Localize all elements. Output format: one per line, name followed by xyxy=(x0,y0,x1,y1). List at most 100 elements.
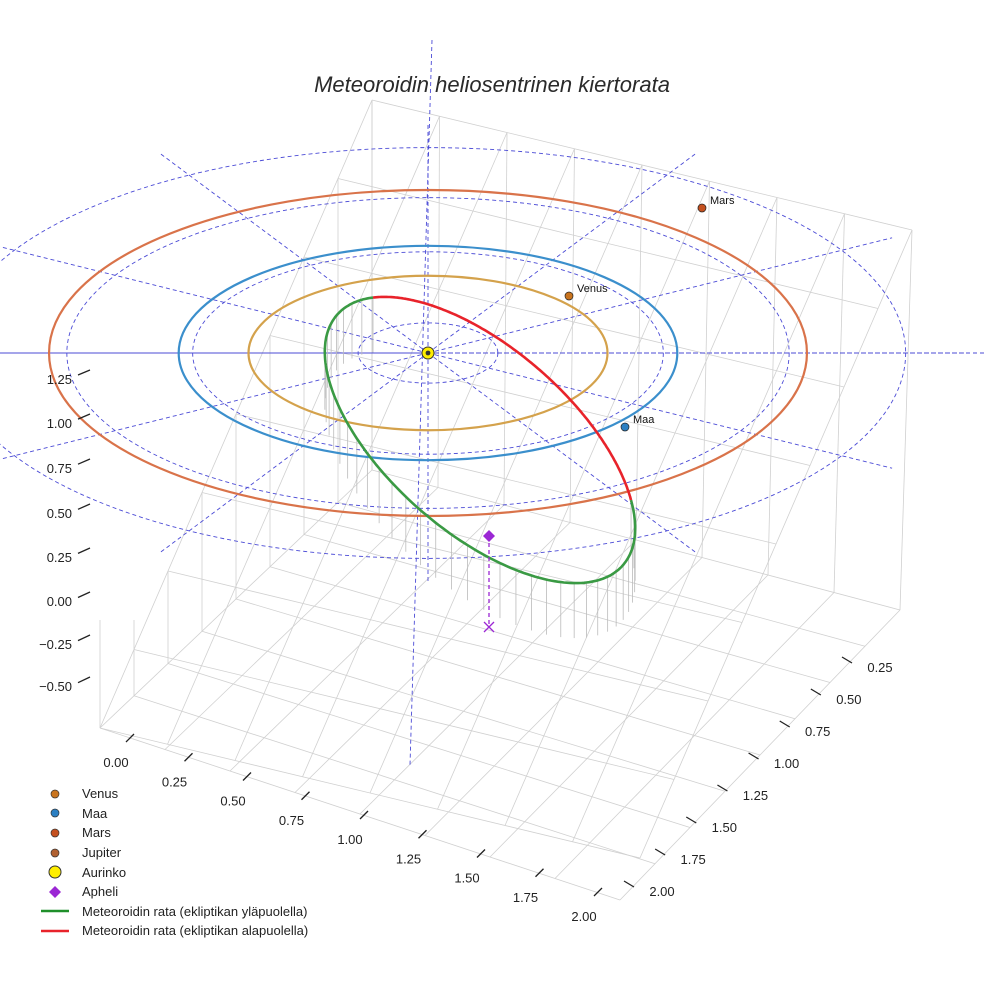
x-tick-label: 1.25 xyxy=(396,851,421,866)
legend-label: Maa xyxy=(82,805,108,821)
legend-symbol-dot xyxy=(34,786,76,802)
apheli-marker xyxy=(483,530,495,542)
meteoroid-orbit-below xyxy=(372,295,633,501)
y-tick-label: 0.25 xyxy=(867,660,892,675)
legend-symbol-dot xyxy=(34,805,76,821)
legend-label: Meteoroidin rata (ekliptikan yläpuolella… xyxy=(82,903,308,919)
x-tick-mark xyxy=(184,752,193,762)
legend-label: Jupiter xyxy=(82,845,122,861)
y-tick-label: 2.00 xyxy=(649,884,674,899)
z-tick-label: 0.00 xyxy=(47,594,72,609)
polar-spoke xyxy=(0,352,429,460)
legend-item: Jupiter xyxy=(34,843,308,863)
grid-line xyxy=(899,229,913,611)
x-tick-label: 1.50 xyxy=(454,871,479,886)
x-tick-label: 0.50 xyxy=(220,794,245,809)
polar-ring xyxy=(0,147,907,559)
grid-line xyxy=(554,592,835,879)
x-tick-label: 2.00 xyxy=(571,909,596,924)
grid-line xyxy=(167,570,709,702)
drop-lines-layer xyxy=(324,297,636,639)
grid-line xyxy=(437,116,440,488)
z-tick-mark xyxy=(77,591,91,599)
z-tick-label: 1.00 xyxy=(47,416,72,431)
sun-center xyxy=(425,350,431,356)
grid-line xyxy=(424,557,703,836)
z-tick-label: −0.50 xyxy=(39,679,72,694)
planet-venus xyxy=(564,291,574,301)
grid-line xyxy=(99,727,641,859)
legend-item: Maa xyxy=(34,804,308,824)
orbit-maa xyxy=(177,244,679,462)
z-tick-label: 0.25 xyxy=(47,550,72,565)
z-tick-mark xyxy=(77,413,91,420)
y-tick-label: 1.75 xyxy=(680,852,705,867)
x-tick-mark xyxy=(476,849,486,858)
meteoroid-orbit-above xyxy=(323,296,637,585)
legend-label: Aurinko xyxy=(82,864,127,880)
grid-line xyxy=(701,181,710,558)
legend-symbol-line xyxy=(34,923,76,939)
x-tick-mark xyxy=(535,868,544,878)
y-tick-label: 0.75 xyxy=(805,724,830,739)
z-tick-mark xyxy=(77,369,91,376)
grid-line xyxy=(369,164,643,794)
grid-line xyxy=(133,649,675,780)
z-tick-mark xyxy=(77,634,91,642)
grid-line xyxy=(639,229,913,859)
x-tick-mark xyxy=(593,887,603,897)
y-tick-mark xyxy=(654,848,666,856)
grid-line xyxy=(619,609,901,901)
legend-symbol-line xyxy=(34,903,76,919)
z-tick-label: 0.50 xyxy=(47,506,72,521)
legend-label: Mars xyxy=(82,825,111,841)
x-tick-mark xyxy=(301,791,310,801)
legend-label: Meteoroidin rata (ekliptikan alapuolella… xyxy=(82,923,309,939)
grid-line xyxy=(337,501,866,647)
y-tick-label: 0.50 xyxy=(836,692,861,707)
polar-spoke xyxy=(427,352,893,469)
grid-line xyxy=(767,197,778,576)
legend-symbol-sun xyxy=(34,864,76,880)
polar-spoke xyxy=(427,237,893,354)
x-tick-label: 0.75 xyxy=(279,813,304,828)
grid-line xyxy=(569,148,575,523)
x-tick-mark xyxy=(359,810,369,820)
y-tick-label: 1.50 xyxy=(712,820,737,835)
legend-item: Meteoroidin rata (ekliptikan alapuolella… xyxy=(34,921,308,941)
legend-item: Mars xyxy=(34,823,308,843)
polar-spoke xyxy=(0,246,429,354)
x-tick-label: 0.25 xyxy=(162,774,187,789)
orbit-venus xyxy=(247,274,609,432)
chart-title: Meteoroidin heliosentrinen kiertorata xyxy=(314,72,670,97)
grid-line xyxy=(572,213,845,842)
legend-symbol-dot xyxy=(34,825,76,841)
grid-line xyxy=(269,566,796,720)
x-tick-label: 1.75 xyxy=(513,890,538,905)
planet-label-mars: Mars xyxy=(710,195,735,207)
markers-layer: Venus Maa Mars xyxy=(421,195,735,633)
grid-line xyxy=(635,164,643,541)
orbits-layer xyxy=(47,188,809,585)
y-tick-mark xyxy=(748,752,759,760)
y-tick-mark xyxy=(623,880,635,888)
y-tick-mark xyxy=(717,784,728,792)
grid-layer xyxy=(99,99,913,901)
grid-line xyxy=(833,213,845,593)
polar-axis xyxy=(409,39,433,766)
legend-label: Apheli xyxy=(82,884,119,900)
x-tick-label: 1.00 xyxy=(337,832,362,847)
legend-label: Venus xyxy=(82,786,119,802)
z-tick-label: −0.25 xyxy=(39,637,72,652)
grid-line xyxy=(303,534,831,683)
apheli-projection-marker xyxy=(483,621,495,633)
z-tick-mark xyxy=(77,458,91,465)
orbit-mars xyxy=(47,188,809,518)
z-tick-label: 1.25 xyxy=(47,372,72,387)
planet-mars xyxy=(697,203,707,213)
polar-grid-layer xyxy=(0,39,984,766)
grid-line xyxy=(504,197,778,826)
x-tick-mark xyxy=(242,772,252,781)
grid-line xyxy=(235,598,761,756)
